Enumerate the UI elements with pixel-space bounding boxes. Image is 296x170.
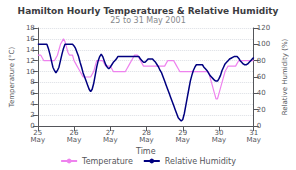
svg-text:May: May: [67, 136, 81, 144]
svg-text:20: 20: [257, 106, 266, 114]
svg-text:Hamilton Hourly Temperatures &: Hamilton Hourly Temperatures & Relative …: [18, 6, 279, 16]
svg-text:Time: Time: [135, 147, 156, 156]
svg-text:27: 27: [105, 128, 115, 137]
svg-text:Temperature (°C): Temperature (°C): [8, 47, 16, 109]
svg-text:40: 40: [257, 89, 266, 97]
svg-text:18: 18: [26, 24, 35, 32]
svg-text:25: 25: [33, 128, 43, 137]
svg-text:12: 12: [26, 57, 35, 65]
svg-text:0: 0: [256, 122, 262, 130]
svg-text:May: May: [212, 136, 226, 144]
svg-text:14: 14: [26, 46, 35, 54]
svg-text:16: 16: [26, 35, 35, 43]
svg-text:10: 10: [26, 68, 35, 76]
svg-text:28: 28: [142, 128, 151, 137]
svg-text:30: 30: [214, 128, 224, 137]
svg-text:8: 8: [30, 78, 34, 86]
svg-text:Relative Humidity (%): Relative Humidity (%): [281, 38, 289, 115]
svg-text:6: 6: [30, 89, 35, 97]
svg-text:2: 2: [30, 111, 34, 119]
svg-text:60: 60: [257, 73, 266, 81]
svg-text:Temperature: Temperature: [81, 157, 133, 166]
svg-text:May: May: [176, 136, 190, 144]
svg-text:Relative Humidity: Relative Humidity: [165, 157, 236, 166]
svg-text:May: May: [246, 136, 260, 144]
svg-text:100: 100: [257, 40, 270, 48]
svg-text:31: 31: [249, 128, 259, 137]
svg-text:80: 80: [257, 57, 266, 65]
svg-text:May: May: [103, 136, 117, 144]
svg-text:4: 4: [30, 100, 35, 108]
svg-text:25 to 31 May 2001: 25 to 31 May 2001: [110, 16, 185, 25]
svg-text:May: May: [139, 136, 153, 144]
svg-text:0: 0: [30, 122, 35, 130]
svg-text:120: 120: [257, 24, 270, 32]
svg-text:May: May: [31, 136, 45, 144]
svg-text:26: 26: [69, 128, 79, 137]
svg-text:29: 29: [178, 128, 188, 137]
